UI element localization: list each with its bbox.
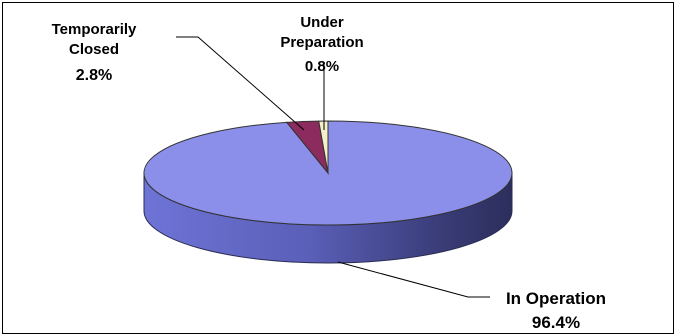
label-temporarily-closed-value: 2.8% (76, 67, 112, 84)
label-under-preparation-value: 0.8% (305, 58, 339, 75)
pie-slice-under-preparation (318, 120, 329, 174)
label-temporarily-closed-line2: Closed (69, 41, 119, 58)
pie-group (143, 120, 513, 264)
label-under-preparation-line1: Under (300, 14, 344, 31)
label-in-operation-value: 96.4% (532, 313, 580, 332)
leader-line-temporarily-closed (176, 36, 305, 131)
label-under-preparation-line2: Preparation (280, 34, 363, 51)
label-temporarily-closed-line1: Temporarily (52, 21, 137, 38)
leader-line-in-operation (337, 261, 490, 298)
label-in-operation-line1: In Operation (506, 289, 606, 308)
